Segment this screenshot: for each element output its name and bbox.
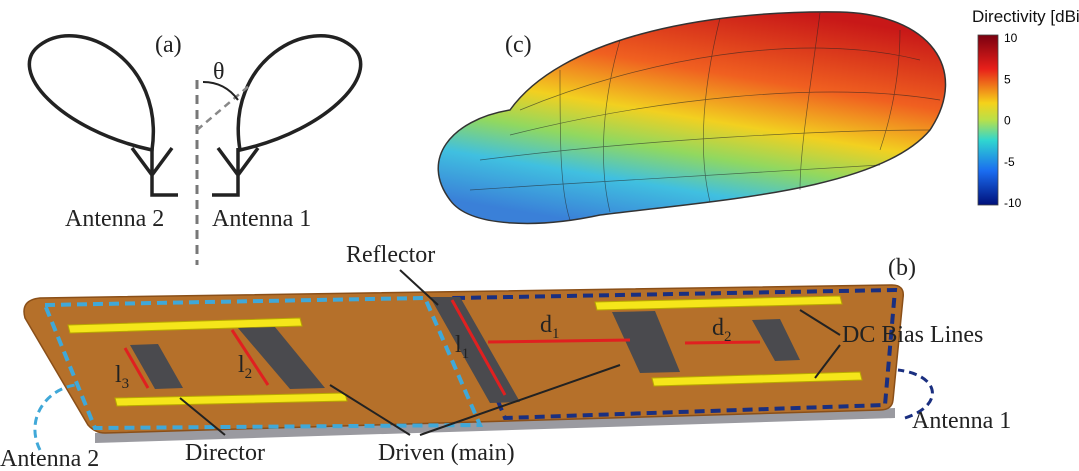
colorbar-tick-label: 5 xyxy=(1004,72,1011,86)
dimension-index: 1 xyxy=(462,346,470,362)
reflector-label: Reflector xyxy=(346,242,435,268)
panel-label: (a) xyxy=(155,32,182,58)
director-label: Director xyxy=(185,440,265,466)
dimension-index: 3 xyxy=(122,376,130,392)
dimension-symbol: d xyxy=(712,315,724,341)
dimension-index: 2 xyxy=(724,329,732,345)
antenna-label: Antenna 1 xyxy=(212,206,311,232)
panel-a: (a) θ Antenna 2 Antenna 1 xyxy=(29,32,360,265)
panel-b: (b) Reflector DC Bias Lines Director Dri… xyxy=(0,242,1011,471)
panel-label: (b) xyxy=(888,255,916,281)
dimension-index: 2 xyxy=(245,366,253,382)
colorbar-tick-label: 10 xyxy=(1004,31,1018,45)
antenna-right-icon xyxy=(212,148,258,195)
antenna-2-label: Antenna 2 xyxy=(0,446,99,471)
antenna-label: Antenna 2 xyxy=(65,206,164,232)
colorbar-tick-label: 0 xyxy=(1004,114,1011,128)
lobe-right xyxy=(238,36,360,150)
panel-label: (c) xyxy=(505,32,532,58)
colorbar-ticks: 10 5 0 -5 -10 xyxy=(1004,31,1022,210)
figure: (a) θ Antenna 2 Antenna 1 (c) Directivit… xyxy=(0,0,1079,471)
driven-label: Driven (main) xyxy=(378,440,515,466)
antenna-1-label: Antenna 1 xyxy=(912,408,1011,434)
bias-lines-label: DC Bias Lines xyxy=(842,322,983,348)
panel-c: (c) Directivity [dBi] 10 5 0 -5 -10 xyxy=(438,7,1079,223)
colorbar xyxy=(978,35,998,205)
dimension-symbol: d xyxy=(540,312,552,338)
lobe-left xyxy=(29,36,153,150)
colorbar-title: Directivity [dBi] xyxy=(972,7,1079,26)
antenna-left-icon xyxy=(132,148,178,195)
angle-label: θ xyxy=(213,59,225,85)
colorbar-tick-label: -10 xyxy=(1004,196,1022,210)
colorbar-tick-label: -5 xyxy=(1004,155,1015,169)
dimension-index: 1 xyxy=(552,326,560,342)
antenna-2-arrow xyxy=(35,385,75,450)
